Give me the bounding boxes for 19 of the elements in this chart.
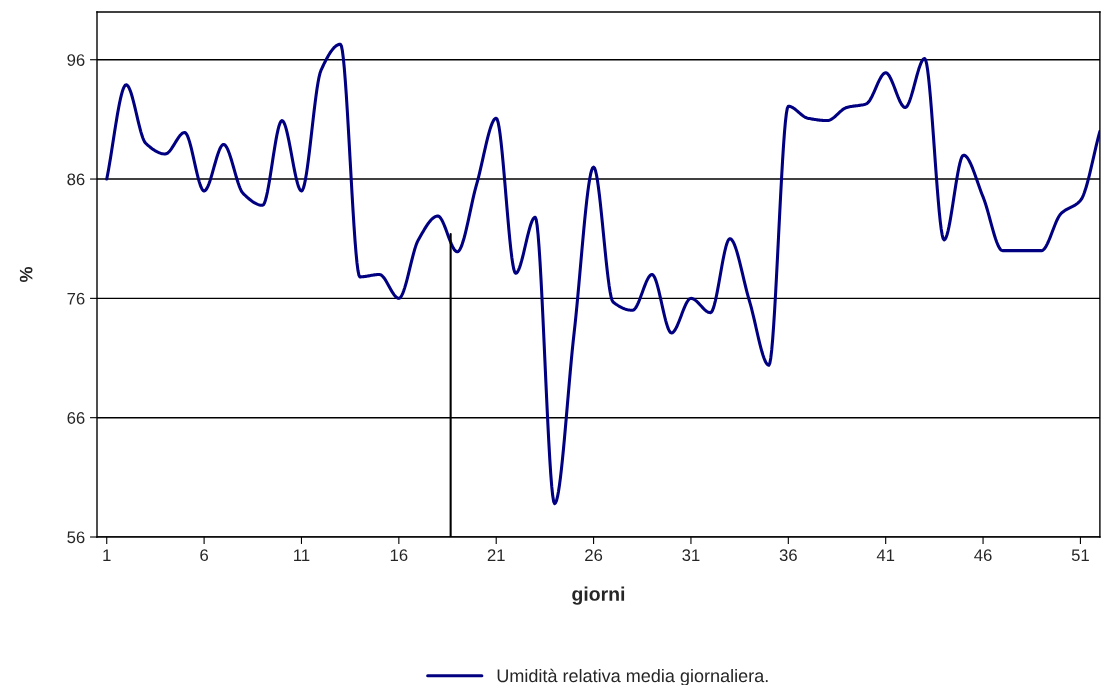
x-tick-label: 41 xyxy=(876,549,895,561)
x-tick-label: 46 xyxy=(974,549,992,562)
x-tick-label: 21 xyxy=(487,549,505,561)
x-tick-label: 16 xyxy=(390,549,408,562)
y-axis-title: % xyxy=(19,266,33,283)
x-tick-label: 6 xyxy=(200,549,209,562)
x-tick-label: 26 xyxy=(585,549,603,562)
x-tick-label: 36 xyxy=(779,549,797,562)
y-tick-label: 96 xyxy=(67,54,85,66)
y-tick-label: 66 xyxy=(67,412,85,424)
y-tick-label: 76 xyxy=(67,292,85,305)
x-tick-label: 51 xyxy=(1071,549,1089,562)
y-tick-label: 56 xyxy=(67,531,85,544)
x-tick-label: 11 xyxy=(294,549,310,561)
legend-label: Umidità relativa media giornaliera. xyxy=(497,668,768,685)
x-tick-label: 31 xyxy=(682,549,700,562)
x-tick-label: 1 xyxy=(103,549,111,561)
x-axis-title: giorni xyxy=(572,586,625,605)
y-tick-label: 86 xyxy=(67,173,85,186)
